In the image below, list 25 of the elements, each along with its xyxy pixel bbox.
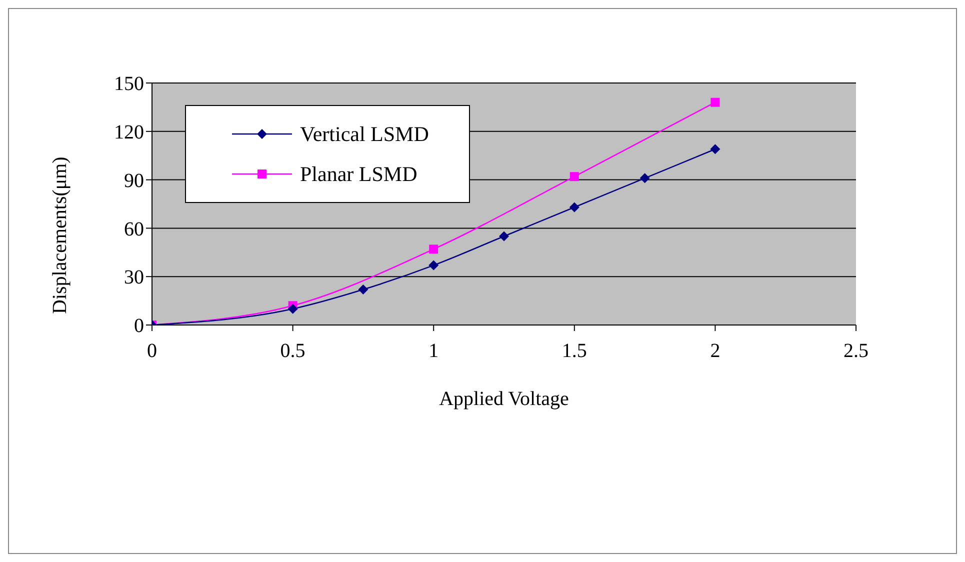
point (499, 231, 509, 242)
x-tick-label: 2.5 (844, 340, 868, 362)
y-tick-label: 60 (124, 218, 144, 240)
point (429, 244, 438, 254)
point (288, 304, 298, 314)
point (358, 284, 368, 295)
x-tick-label: 0.5 (280, 340, 306, 362)
legend-label: Vertical LSMD (300, 122, 429, 146)
point (640, 173, 650, 184)
x-tick-label: 1.5 (562, 340, 587, 362)
point (570, 172, 579, 182)
y-tick-label: 90 (124, 170, 144, 192)
y-tick-label: 30 (124, 266, 144, 289)
y-tick-label: 150 (114, 73, 144, 96)
point (569, 202, 580, 212)
y-axis-title: Displacements(μm) (49, 156, 72, 314)
point (710, 98, 720, 107)
point (428, 260, 439, 270)
legend-label: Planar LSMD (300, 162, 418, 186)
x-tick-label: 2 (710, 340, 720, 362)
x-tick-label: 1 (428, 340, 439, 362)
y-tick-label: 0 (134, 315, 144, 338)
x-axis-title: Applied Voltage (439, 388, 570, 410)
y-tick-label: 120 (114, 122, 144, 144)
point (710, 144, 720, 154)
